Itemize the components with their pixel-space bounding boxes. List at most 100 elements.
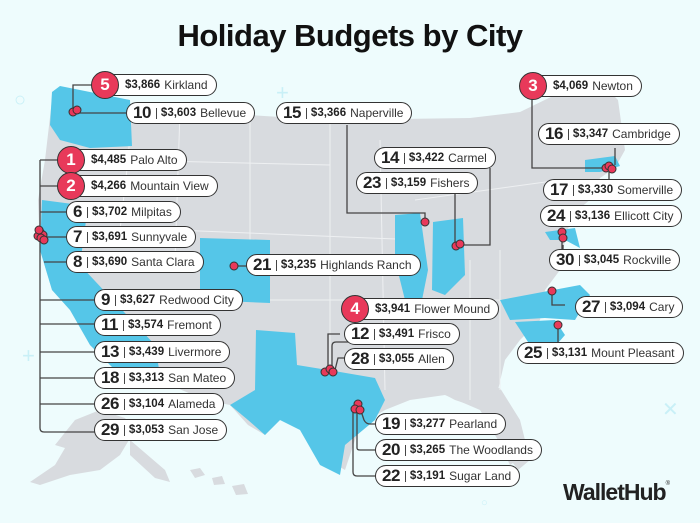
amount: $3,159 (390, 177, 427, 189)
city-name: Cambridge (612, 127, 671, 141)
city-label-kirkland: 5 $3,866 Kirkland (91, 71, 217, 99)
city-name: Ellicott City (614, 209, 674, 223)
rank: 17 (550, 180, 568, 199)
amount: $3,702 (91, 206, 128, 218)
rank: 22 (382, 466, 400, 485)
rank: 24 (547, 206, 565, 225)
city-label-redwood-city: 9 $3,627 Redwood City (94, 289, 243, 311)
decor-circle-icon: ○ (481, 497, 488, 509)
city-name: Mount Pleasant (591, 346, 675, 360)
city-name: Carmel (448, 151, 487, 165)
amount: $3,191 (409, 470, 446, 482)
city-label-milpitas: 6 $3,702 Milpitas (66, 201, 181, 223)
city-label-somerville: 17 $3,330 Somerville (543, 179, 683, 201)
city-label-sunnyvale: 7 $3,691 Sunnyvale (66, 226, 197, 248)
city-markers (33, 105, 617, 415)
city-label-santa-clara: 8 $3,690 Santa Clara (66, 251, 204, 273)
separator (123, 398, 125, 410)
decor-plus-icon: + (22, 343, 35, 368)
rank: 27 (582, 297, 600, 316)
separator (86, 231, 88, 243)
city-name: Alameda (168, 397, 216, 411)
city-name: Santa Clara (131, 255, 195, 269)
amount: $3,313 (128, 372, 165, 384)
rank: 23 (363, 173, 381, 192)
city-label-highlands-ranch: 21 $3,235 Highlands Ranch (246, 254, 421, 276)
rank: 15 (283, 103, 301, 122)
city-name: Kirkland (164, 78, 208, 92)
city-name: Fremont (167, 318, 212, 332)
city-name: Mountain View (130, 179, 209, 193)
state-washington (50, 86, 132, 148)
separator (373, 328, 375, 340)
city-label-bellevue: 10 $3,603 Bellevue (126, 102, 256, 124)
city-label-cambridge: 16 $3,347 Cambridge (538, 123, 680, 145)
state-north-carolina (500, 285, 590, 320)
amount: $3,627 (119, 294, 156, 306)
city-name: The Woodlands (449, 443, 533, 457)
state-texas (230, 330, 385, 475)
amount: $3,053 (128, 424, 165, 436)
separator (403, 152, 405, 164)
separator (404, 444, 406, 456)
city-label-allen: 28 $3,055 Allen (344, 348, 454, 370)
separator (404, 470, 406, 482)
brand-name: WalletHub (563, 479, 667, 505)
amount: $3,866 (125, 79, 161, 91)
rank: 13 (101, 342, 119, 361)
rank: 9 (101, 290, 110, 309)
rank: 20 (382, 440, 400, 459)
rank-badge: 5 (91, 71, 119, 99)
separator (86, 206, 88, 218)
city-label-san-jose: 29 $3,053 San Jose (94, 419, 228, 441)
separator (546, 347, 548, 359)
separator (123, 346, 125, 358)
separator (569, 210, 571, 222)
rank: 7 (73, 227, 82, 246)
wallethub-logo: WalletHub® (563, 479, 670, 506)
city-label-mount-pleasant: 25 $3,131 Mount Pleasant (517, 342, 684, 364)
city-name: Redwood City (159, 293, 234, 307)
city-name: Sunnyvale (131, 230, 188, 244)
amount: $3,941 (375, 303, 411, 315)
city-label-rockville: 30 $3,045 Rockville (549, 249, 681, 271)
amount: $3,277 (409, 418, 446, 430)
city-label-sugar-land: 22 $3,191 Sugar Land (375, 465, 521, 487)
decor-cross-icon: ✕ (662, 399, 679, 421)
city-name: Allen (418, 352, 445, 366)
city-label-the-woodlands: 20 $3,265 The Woodlands (375, 439, 542, 461)
rank: 8 (73, 252, 82, 271)
amount: $3,131 (551, 347, 588, 359)
amount: $3,491 (378, 328, 415, 340)
separator (373, 353, 375, 365)
city-name: Milpitas (131, 205, 172, 219)
state-indiana (432, 218, 465, 295)
separator (155, 107, 157, 119)
separator (275, 259, 277, 271)
city-name: Sugar Land (449, 469, 512, 483)
city-name: Newton (592, 79, 633, 93)
city-name: San Jose (168, 423, 219, 437)
amount: $3,265 (409, 444, 446, 456)
amount: $3,235 (280, 259, 317, 271)
rank: 25 (524, 343, 542, 362)
amount: $3,104 (128, 398, 165, 410)
rank: 16 (545, 124, 563, 143)
city-label-cary: 27 $3,094 Cary (575, 296, 684, 318)
city-name: Flower Mound (414, 302, 491, 316)
page-title: Holiday Budgets by City (177, 18, 523, 53)
amount: $3,603 (160, 107, 197, 119)
separator (123, 372, 125, 384)
amount: $4,266 (91, 180, 127, 192)
amount: $3,574 (127, 319, 164, 331)
separator (122, 319, 124, 331)
rank-badge: 4 (341, 295, 369, 323)
amount: $3,094 (609, 301, 646, 313)
decor-plus-icon: + (276, 80, 289, 105)
rank: 28 (351, 349, 369, 368)
city-label-frisco: 12 $3,491 Frisco (344, 323, 460, 345)
separator (123, 424, 125, 436)
amount: $3,347 (572, 128, 609, 140)
amount: $3,691 (91, 231, 128, 243)
city-name: Fishers (430, 176, 470, 190)
